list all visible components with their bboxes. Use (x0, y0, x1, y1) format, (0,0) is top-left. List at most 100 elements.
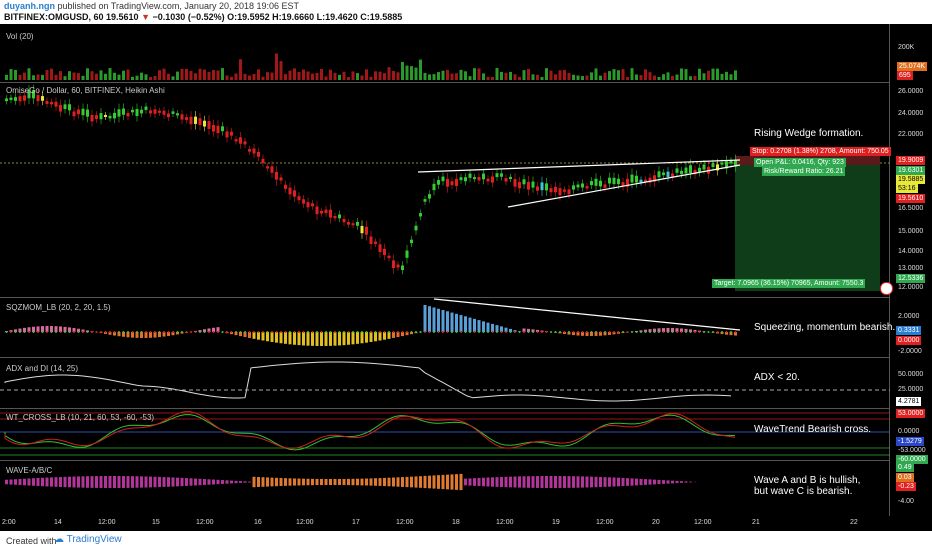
pane-separator[interactable] (0, 357, 890, 358)
main-pane-label[interactable]: OmiseGo / Dollar, 60, BITFINEX, Heikin A… (6, 86, 165, 95)
axis-badge: 4.2781 (896, 397, 922, 406)
volume-bar (207, 72, 211, 80)
pnl-label[interactable]: Open P&L: 0.0416, Qty: 923 (754, 158, 846, 167)
wave-bar (104, 476, 107, 488)
candle (5, 98, 8, 102)
pane-separator[interactable] (0, 408, 890, 409)
momentum-bar (612, 332, 616, 335)
wave-bar (162, 477, 166, 487)
tradingview-logo-icon[interactable]: ☁ TradingView (54, 534, 122, 545)
lock-icon[interactable] (880, 282, 893, 295)
squeeze-dot (320, 331, 323, 333)
momentum-bar (41, 326, 44, 332)
author-link[interactable]: duyanh.ngn (4, 1, 55, 11)
volume-bar (77, 73, 80, 80)
candle (203, 120, 206, 127)
wave-pane-label[interactable]: WAVE-A/B/C (6, 466, 53, 475)
axis-label: -4.00 (898, 498, 914, 505)
candle (455, 178, 458, 187)
wave-bar (18, 478, 22, 486)
wave-bar (392, 477, 395, 487)
pane-separator[interactable] (0, 82, 890, 83)
wave-bar (284, 478, 287, 486)
candle (270, 166, 274, 173)
wave-bar (14, 479, 17, 485)
candle (63, 104, 67, 110)
momentum-bar (527, 328, 530, 332)
wave-bar (401, 477, 404, 487)
pane-separator[interactable] (0, 297, 890, 298)
candle (36, 95, 40, 102)
volume-bar (702, 73, 706, 80)
wave-bar (680, 481, 683, 483)
volume-bar (644, 69, 647, 80)
squeeze-dot (410, 331, 413, 333)
momentum-bar (657, 328, 661, 332)
momentum-bar (599, 332, 602, 336)
candle (59, 104, 62, 112)
volume-bar (185, 68, 188, 80)
volume-bar (680, 68, 683, 80)
candle (608, 177, 611, 184)
volume-bar (302, 69, 305, 80)
candle (338, 214, 341, 219)
risk-reward-label[interactable]: Risk/Reward Ratio: 26.21 (762, 167, 846, 176)
publish-info: published on TradingView.com, January 20… (57, 1, 300, 11)
candle (104, 114, 107, 117)
momentum-bar (279, 332, 283, 344)
stop-label[interactable]: Stop: 0.2708 (1.38%) 2708, Amount: 750.0… (750, 147, 891, 156)
squeeze-dot (235, 331, 237, 333)
wave-bar (419, 476, 422, 488)
wave-bar (495, 477, 499, 487)
momentum-bar (153, 332, 157, 338)
sqz-note: Squeezing, momentum bearish. (754, 322, 896, 333)
squeeze-dot (149, 331, 152, 333)
adx-pane-label[interactable]: ADX and DI (14, 25) (6, 364, 79, 373)
wave-bar (338, 478, 341, 486)
volume-bar (387, 67, 391, 80)
volume-bar (329, 69, 332, 80)
wave-bar (131, 476, 134, 488)
wave-bar (608, 477, 611, 487)
squeeze-dot (118, 331, 120, 333)
candle (666, 171, 670, 177)
candle (500, 173, 503, 177)
volume-bar (153, 76, 157, 80)
squeeze-dot (491, 331, 494, 333)
candle (315, 206, 319, 215)
volume-bar (716, 68, 719, 80)
volume-bar (729, 74, 733, 80)
wt-pane-label[interactable]: WT_CROSS_LB (10, 21, 60, 53, -60, -53) (6, 413, 155, 422)
wave-bar (225, 480, 229, 484)
squeeze-dot (653, 331, 656, 333)
target-label[interactable]: Target: 7.0965 (36.15%) 70965, Amount: 7… (712, 279, 866, 288)
momentum-bar (311, 332, 314, 346)
volume-bar (284, 74, 287, 80)
vol-pane-label[interactable]: Vol (20) (6, 32, 34, 41)
wedge-lower-line (507, 164, 741, 208)
price-axis[interactable] (889, 24, 932, 516)
symbol-name[interactable]: BITFINEX:OMGUSD, 60 (4, 12, 104, 22)
squeeze-dot (730, 331, 732, 333)
squeeze-dot (167, 331, 170, 333)
candle (459, 177, 463, 181)
squeeze-dot (221, 331, 224, 333)
tradingview-brand[interactable]: TradingView (66, 534, 122, 545)
momentum-bar (522, 328, 526, 332)
sqz-pane-label[interactable]: SQZMOM_LB (20, 2, 20, 1.5) (6, 303, 111, 312)
squeeze-dot (617, 331, 620, 333)
squeeze-dot (32, 331, 35, 333)
x-tick: 14 (54, 519, 62, 526)
momentum-bar (450, 312, 454, 332)
wave-bar (671, 480, 674, 484)
squeeze-dot (451, 331, 453, 333)
candle (518, 181, 521, 189)
momentum-bar (230, 332, 233, 335)
candle (410, 239, 413, 244)
momentum-bar (216, 327, 220, 332)
volume-bar (270, 72, 274, 80)
candle (729, 160, 733, 164)
pane-separator[interactable] (0, 460, 890, 461)
volume-bar (513, 74, 517, 80)
squeeze-dot (113, 331, 116, 333)
